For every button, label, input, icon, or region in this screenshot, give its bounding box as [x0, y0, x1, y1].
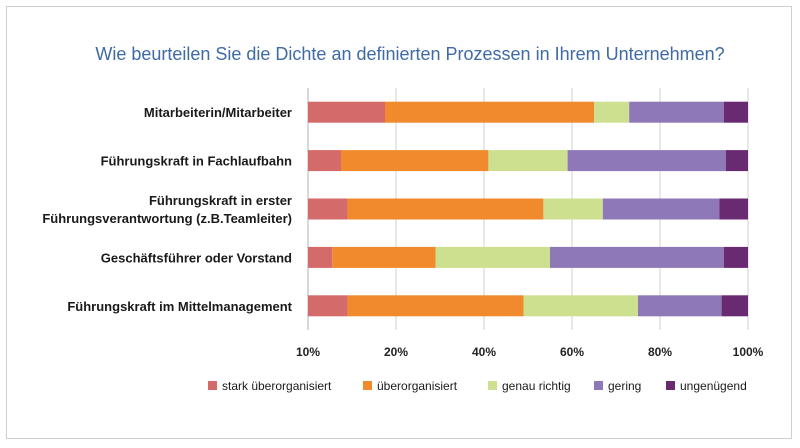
x-tick-label: 60% [560, 345, 584, 359]
x-tick-label: 20% [384, 345, 408, 359]
bar-segment-überorganisiert [341, 150, 489, 172]
legend-swatch [666, 381, 675, 390]
bar-segment-stark-überorganisiert [308, 150, 341, 172]
bar-segment-genau-richtig [543, 198, 603, 220]
legend-swatch [363, 381, 372, 390]
category-label: Führungskraft in erster [149, 193, 292, 208]
legend-label: genau richtig [502, 379, 571, 393]
bar-segment-gering [567, 150, 726, 172]
category-label: Mitarbeiterin/Mitarbeiter [144, 105, 292, 120]
legend-swatch [594, 381, 603, 390]
bar-segment-gering [602, 198, 720, 220]
bar-segment-ungenügend [726, 150, 748, 172]
bar-segment-überorganisiert [332, 246, 436, 268]
bar-segment-genau-richtig [435, 246, 550, 268]
bar-segment-stark-überorganisiert [308, 295, 348, 317]
x-tick-label: 100% [733, 345, 764, 359]
legend-label: stark überorganisiert [222, 379, 332, 393]
bar-segment-genau-richtig [488, 150, 568, 172]
x-tick-label: 40% [472, 345, 496, 359]
bar-segment-genau-richtig [523, 295, 638, 317]
x-tick-label: 10% [296, 345, 320, 359]
legend-label: gering [608, 379, 641, 393]
bar-segment-ungenügend [719, 198, 748, 220]
legend-label: überorganisiert [377, 379, 458, 393]
legend-swatch [208, 381, 217, 390]
bar-segment-überorganisiert [347, 198, 544, 220]
bar-segment-ungenügend [723, 101, 748, 123]
legend-swatch [488, 381, 497, 390]
legend-label: ungenügend [680, 379, 747, 393]
bar-segment-ungenügend [721, 295, 748, 317]
bar-segment-stark-überorganisiert [308, 198, 348, 220]
bar-segment-gering [629, 101, 724, 123]
x-tick-label: 80% [648, 345, 672, 359]
category-label: Führungskraft in Fachlaufbahn [101, 154, 292, 169]
chart-title: Wie beurteilen Sie die Dichte an definie… [95, 44, 724, 64]
bar-segment-stark-überorganisiert [308, 246, 333, 268]
bar-segment-gering [638, 295, 722, 317]
category-label: Geschäftsführer oder Vorstand [101, 250, 292, 265]
chart-frame [6, 6, 792, 439]
category-label: Führungskraft im Mittelmanagement [67, 299, 292, 314]
bar-segment-überorganisiert [385, 101, 594, 123]
bar-segment-genau-richtig [594, 101, 630, 123]
bar-segment-gering [550, 246, 724, 268]
bar-segment-überorganisiert [347, 295, 524, 317]
bar-segment-stark-überorganisiert [308, 101, 385, 123]
category-label: Führungsverantwortung (z.B.Teamleiter) [42, 211, 292, 226]
bar-segment-ungenügend [723, 246, 748, 268]
